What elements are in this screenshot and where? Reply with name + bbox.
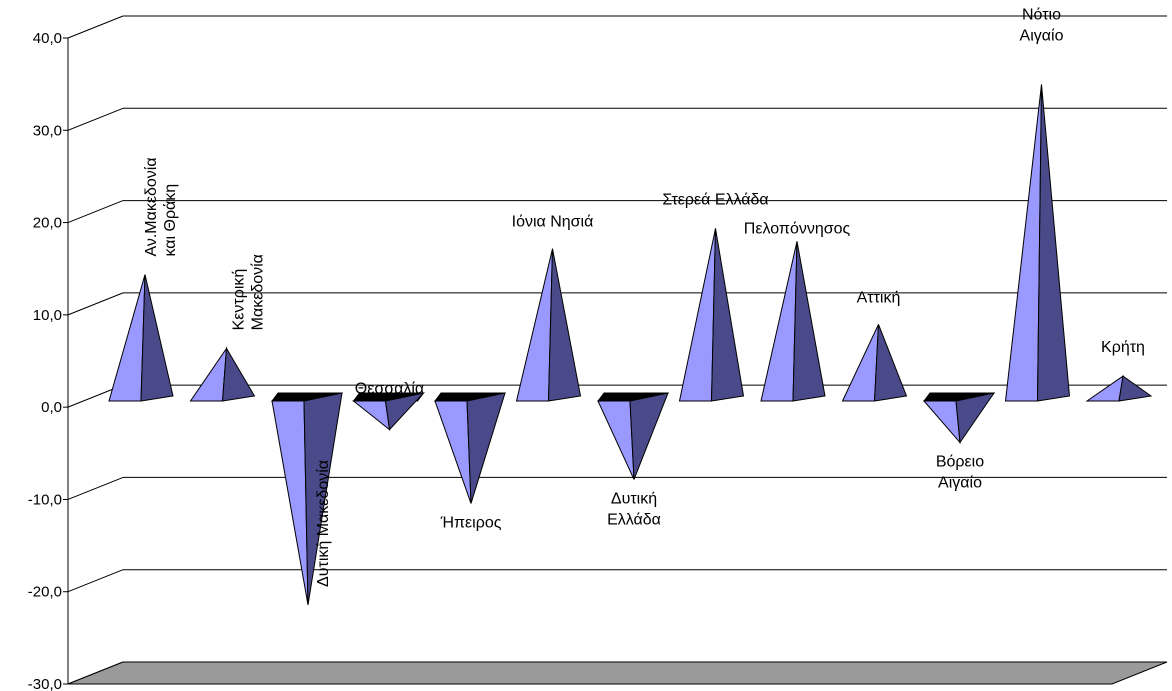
category-label: Αττική: [857, 289, 901, 306]
category-label-line: Κεντρική: [231, 269, 248, 331]
y-tick-label: 30,0: [33, 122, 62, 139]
category-label: Κεντρική Μακεδονία: [231, 254, 267, 330]
pyramid-side-face: [629, 392, 669, 480]
gridline-diagonal: [67, 107, 124, 131]
pyramid-front-face: [1004, 84, 1042, 402]
category-label: Στερεά Ελλάδα: [662, 191, 768, 208]
pyramid-front-face: [841, 324, 879, 402]
gridline-diagonal: [67, 292, 124, 316]
gridlines: [67, 15, 1167, 685]
pyramid-bar: [922, 392, 996, 445]
pyramid-side-face: [303, 392, 343, 606]
y-tick-label: 10,0: [33, 307, 62, 324]
category-label: Βόρειο Αιγαίο: [936, 454, 984, 492]
pyramid-front-face: [271, 400, 309, 606]
category-label-line: Στερεά Ελλάδα: [662, 191, 768, 208]
y-axis: 40,0 30,0 20,0 10,0 0,0 -10,0 -20,0 -30,0: [28, 30, 69, 691]
category-label: Δυτική Μακεδονία: [315, 460, 332, 587]
pyramid-front-face: [108, 274, 146, 402]
y-tick-label: -10,0: [28, 491, 62, 508]
pyramid-bar: [841, 324, 908, 402]
pyramid-bar: [434, 392, 506, 504]
pyramid-front-face: [760, 241, 798, 402]
pyramid-front-face: [1085, 374, 1124, 402]
pyramid-bar: [1004, 84, 1071, 402]
category-labels: Αν.Μακεδονία και Θράκη Κεντρική Μακεδονία Δυ…: [143, 6, 1145, 586]
pyramid-bar: [271, 392, 343, 606]
pyramid-side-face: [1036, 84, 1071, 402]
pyramid-bar: [760, 241, 826, 402]
category-label-line: Βόρειο: [936, 454, 984, 471]
y-tick-label: -20,0: [28, 584, 62, 601]
category-label: Δυτική Ελλάδα: [607, 490, 661, 528]
category-label: Ήπειρος: [440, 514, 502, 531]
category-label: Κρήτη: [1101, 339, 1145, 356]
category-label-line: Θεσσαλία: [355, 381, 424, 398]
pyramid-bar: [189, 346, 256, 402]
category-label-line: Αιγαίο: [1020, 27, 1064, 44]
pyramid-front-face: [922, 400, 961, 445]
pyramid-front-face: [515, 248, 553, 402]
pyramid-side-face: [1118, 375, 1153, 402]
category-label-line: Δυτική: [611, 490, 657, 507]
pyramid-front-face: [352, 400, 391, 431]
pyramid-side-face: [710, 228, 745, 402]
pyramid-side-face: [384, 392, 425, 431]
y-tick-label: 40,0: [33, 30, 62, 47]
category-label-line: Αιγαίο: [938, 475, 982, 492]
category-label-line: Ιόνια Νησιά: [512, 214, 594, 231]
pyramids: [108, 84, 1153, 606]
gridline-diagonal: [67, 476, 124, 500]
pyramid-bar: [678, 228, 745, 402]
pyramid-front-face: [678, 228, 716, 402]
pyramid-side-face: [140, 274, 174, 402]
pyramid-bar: [108, 274, 174, 402]
category-label-line: και Θράκη: [162, 184, 179, 257]
pyramid-side-face: [547, 248, 582, 402]
gridline-diagonal: [67, 200, 124, 224]
pyramid-bar: [597, 392, 669, 480]
pyramid-side-face: [221, 346, 256, 402]
category-label: Νότιο Αιγαίο: [1020, 6, 1064, 44]
category-label-line: Αττική: [857, 289, 901, 306]
category-label-line: Ήπειρος: [440, 514, 502, 531]
y-tick-label: 20,0: [33, 215, 62, 232]
gridline-diagonal: [67, 569, 124, 593]
pyramid-side-face: [466, 392, 506, 504]
pyramid-side-face: [792, 241, 826, 402]
pyramid-front-face: [597, 400, 635, 480]
floor-plane: [67, 661, 1168, 685]
pyramid-front-face: [189, 346, 228, 402]
y-tick-label: 0,0: [41, 399, 62, 416]
category-label-line: Κρήτη: [1101, 339, 1145, 356]
category-label-line: Νότιο: [1022, 6, 1061, 23]
category-label-line: Μακεδονία: [250, 254, 267, 330]
pyramid-side-face: [955, 392, 996, 444]
category-label-line: Πελοπόννησος: [744, 220, 851, 237]
pyramid-side-face: [873, 324, 908, 402]
category-label: Ιόνια Νησιά: [512, 214, 594, 231]
y-tick-label: -30,0: [28, 676, 62, 691]
pyramid-front-face: [434, 400, 472, 504]
pyramid-bar: [515, 248, 582, 402]
category-label: Πελοπόννησος: [744, 220, 851, 237]
category-label-line: Δυτική Μακεδονία: [315, 460, 332, 587]
category-label: Αν.Μακεδονία και Θράκη: [143, 157, 179, 256]
gridline-diagonal: [67, 15, 124, 39]
category-label-line: Αν.Μακεδονία: [143, 157, 160, 256]
pyramid-bar: [1085, 374, 1153, 402]
chart-floor: [67, 661, 1168, 685]
category-label: Θεσσαλία: [355, 381, 424, 398]
category-label-line: Ελλάδα: [607, 511, 661, 528]
pyramid-bar: [352, 392, 425, 431]
